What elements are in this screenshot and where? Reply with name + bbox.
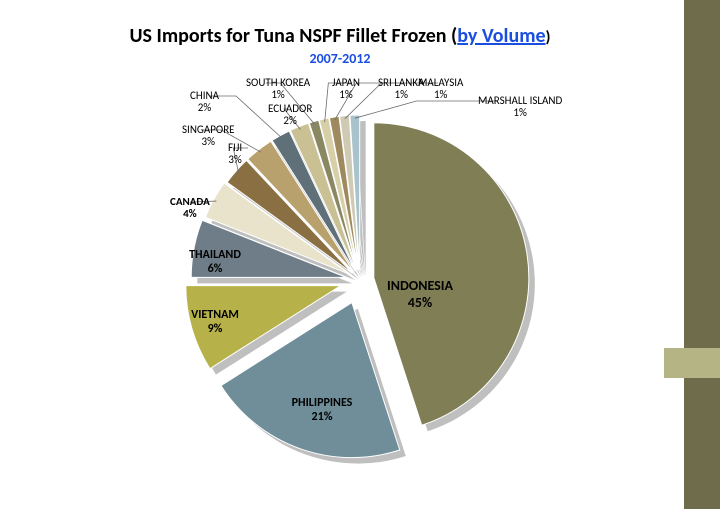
slice-label: THAILAND6% xyxy=(165,248,265,277)
slice-label: SOUTH KOREA1% xyxy=(246,77,310,101)
slice-label: VIETNAM9% xyxy=(165,308,265,337)
slice-label: ECUADOR2% xyxy=(268,103,312,127)
slice-label: CHINA2% xyxy=(190,90,219,114)
slice-label: CANADA4% xyxy=(170,196,210,220)
slice-label: JAPAN1% xyxy=(332,77,360,101)
slice-label: INDONESIA45% xyxy=(370,278,470,312)
pie-slice xyxy=(374,123,529,425)
slice-label: MALAYSIA1% xyxy=(418,77,463,101)
pie-chart: INDONESIA45% PHILIPPINES21% VIETNAM9% THAIL… xyxy=(0,0,680,509)
right-decor-band xyxy=(684,0,720,509)
slice-label: MARSHALL ISLAND1% xyxy=(478,95,562,119)
leader-line xyxy=(355,101,498,118)
slice-label: PHILIPPINES21% xyxy=(272,396,372,425)
slice-label: SINGAPORE3% xyxy=(182,124,235,148)
